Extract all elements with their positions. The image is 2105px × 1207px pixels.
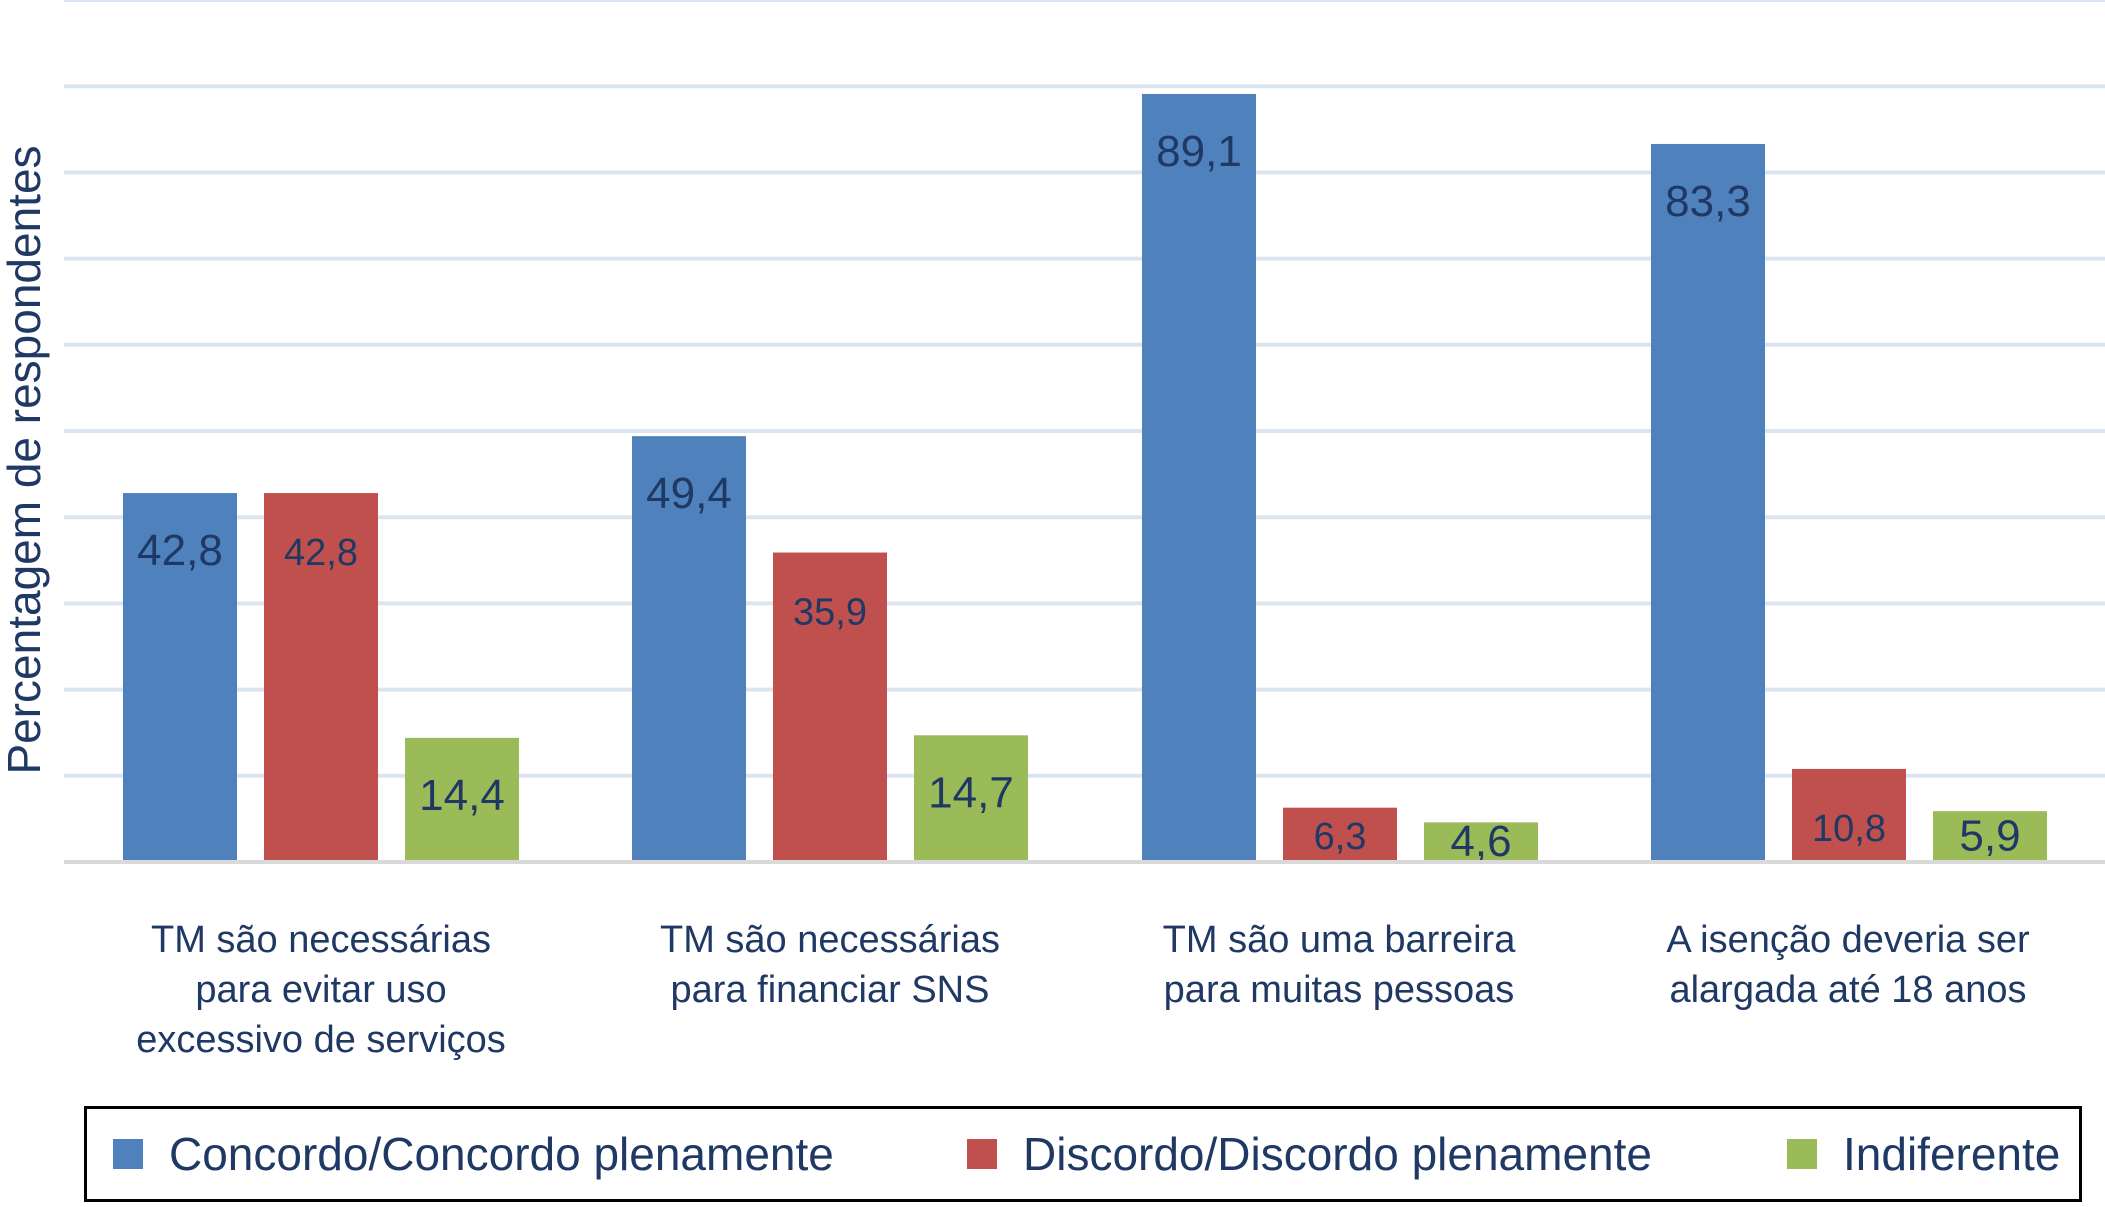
data-label-indiferente-0: 14,4 [419, 771, 505, 820]
data-label-discordo-0: 42,8 [284, 532, 358, 574]
data-label-discordo-2: 6,3 [1314, 816, 1367, 858]
legend-swatch-indiferente [1787, 1139, 1817, 1169]
bar-concordo-3 [1651, 143, 1765, 863]
data-label-concordo-0: 42,8 [137, 526, 223, 575]
data-label-indiferente-3: 5,9 [1959, 812, 2020, 861]
category-label-3: A isenção deveria ser alargada até 18 an… [1666, 919, 2030, 1011]
category-label-0: TM são necessárias para evitar uso exces… [136, 919, 506, 1061]
legend-label-concordo: Concordo/Concordo plenamente [169, 1128, 834, 1180]
legend-swatch-discordo [967, 1139, 997, 1169]
bar-discordo-1 [773, 552, 887, 862]
legend-item-indiferente: Indiferente [1787, 1109, 2060, 1199]
bar-indiferente-0 [405, 737, 519, 862]
data-label-indiferente-2: 4,6 [1450, 817, 1511, 866]
bar-discordo-3 [1792, 768, 1906, 862]
bar-concordo-2 [1142, 93, 1256, 862]
category-label-2: TM são uma barreira para muitas pessoas [1162, 919, 1516, 1011]
bar-indiferente-1 [914, 735, 1028, 862]
data-label-concordo-1: 49,4 [646, 469, 732, 518]
bar-concordo-1 [632, 436, 746, 862]
bar-indiferente-3 [1933, 811, 2047, 862]
legend-label-indiferente: Indiferente [1843, 1128, 2061, 1180]
legend-item-discordo: Discordo/Discordo plenamente [967, 1109, 1652, 1199]
legend-label-discordo: Discordo/Discordo plenamente [1023, 1128, 1652, 1180]
data-label-concordo-2: 89,1 [1156, 127, 1242, 176]
legend: Concordo/Concordo plenamente Discordo/Di… [84, 1106, 2082, 1202]
legend-item-concordo: Concordo/Concordo plenamente [113, 1109, 834, 1199]
bar-discordo-0 [264, 493, 378, 862]
data-label-discordo-1: 35,9 [793, 592, 867, 634]
data-label-discordo-3: 10,8 [1812, 808, 1886, 850]
bar-discordo-2 [1283, 807, 1397, 862]
data-label-concordo-3: 83,3 [1665, 177, 1751, 226]
y-axis-label: Percentagem de respondentes [0, 145, 50, 775]
legend-swatch-concordo [113, 1139, 143, 1169]
bar-concordo-0 [123, 493, 237, 862]
category-label-1: TM são necessárias para financiar SNS [659, 919, 1000, 1011]
bar-indiferente-2 [1424, 822, 1538, 862]
data-label-indiferente-1: 14,7 [928, 768, 1014, 817]
